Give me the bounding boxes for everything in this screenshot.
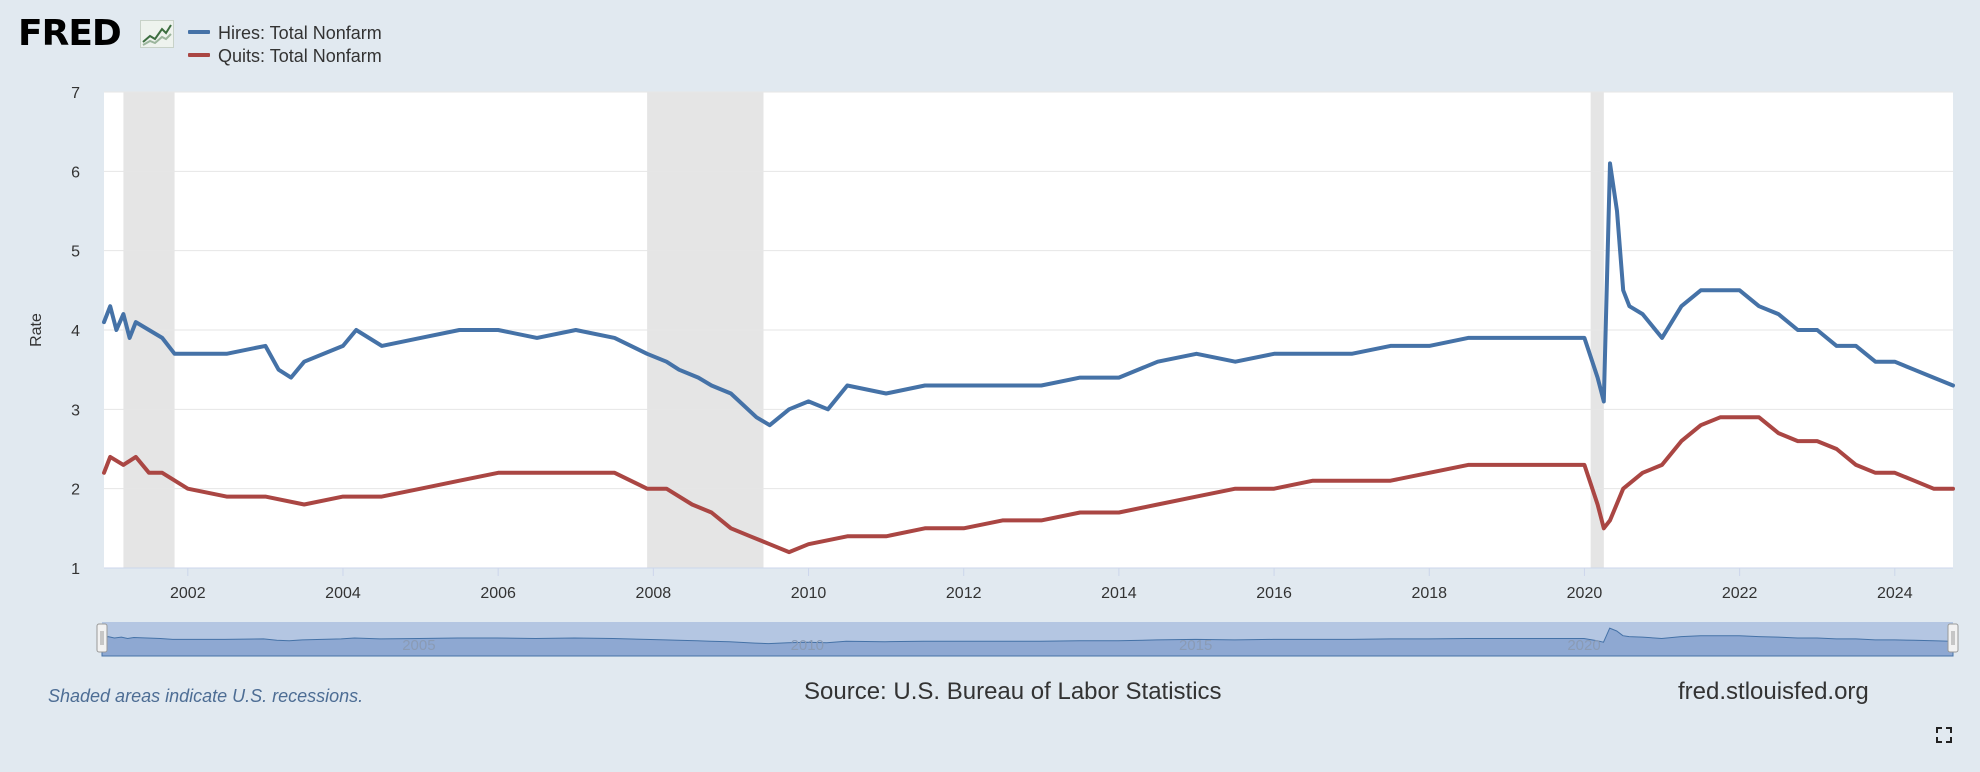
y-axis: 1 2 3 4 5 6 7 Rate: [28, 85, 80, 578]
x-tick-label: 2014: [1101, 585, 1137, 602]
x-tick-label: 2020: [1567, 585, 1603, 602]
y-tick-label: 2: [71, 482, 80, 499]
x-tick-label: 2022: [1722, 585, 1758, 602]
fred-logo[interactable]: FRED: [18, 13, 122, 54]
navigator-series: [101, 627, 1954, 657]
x-tick-label: 2002: [170, 585, 206, 602]
y-tick-label: 7: [71, 85, 80, 102]
series-line-quits: [102, 415, 1955, 555]
recession-note: Shaded areas indicate U.S. recessions.: [48, 686, 364, 706]
y-tick-label: 1: [71, 561, 80, 578]
x-tick-label: 2016: [1256, 585, 1292, 602]
navigator-handle-left[interactable]: [96, 623, 108, 653]
y-tick-label: 3: [71, 402, 80, 419]
legend-label-hires: Hires: Total Nonfarm: [218, 23, 382, 43]
legend-item-quits[interactable]: Quits: Total Nonfarm: [188, 45, 382, 67]
legend-label-quits: Quits: Total Nonfarm: [218, 46, 382, 66]
navigator-label: 2010: [791, 637, 824, 654]
x-tick-label: 2006: [480, 585, 516, 602]
x-tick-label: 2018: [1411, 585, 1447, 602]
y-tick-label: 6: [71, 164, 80, 181]
x-axis: 2002 2004 2006 2008 2010 2012 2014 2016 2018 2020…: [104, 567, 1953, 602]
x-tick-label: 2008: [636, 585, 672, 602]
legend-item-hires[interactable]: Hires: Total Nonfarm: [188, 22, 382, 44]
navigator-handle-right[interactable]: [1947, 623, 1959, 653]
series-lines: [102, 161, 1955, 555]
x-tick-label: 2010: [791, 585, 827, 602]
navigator-label: 2005: [402, 637, 435, 654]
x-tick-label: 2024: [1877, 585, 1913, 602]
legend-swatch-hires: [188, 30, 210, 35]
series-line-hires: [102, 161, 1955, 428]
y-axis-label: Rate: [28, 313, 45, 347]
legend-swatch-quits: [188, 53, 210, 58]
source-text: Source: U.S. Bureau of Labor Statistics: [804, 678, 1222, 705]
y-tick-label: 5: [71, 244, 80, 261]
range-navigator: 2005 2010 2015 2020: [96, 622, 1959, 657]
expand-icon[interactable]: [1936, 727, 1952, 743]
x-tick-label: 2012: [946, 585, 982, 602]
x-tick-label: 2004: [325, 585, 361, 602]
navigator-label: 2015: [1179, 637, 1212, 654]
trend-chart-icon: [140, 20, 174, 48]
navigator-label: 2020: [1567, 637, 1600, 654]
site-link[interactable]: fred.stlouisfed.org: [1678, 678, 1869, 705]
y-tick-label: 4: [71, 323, 80, 340]
